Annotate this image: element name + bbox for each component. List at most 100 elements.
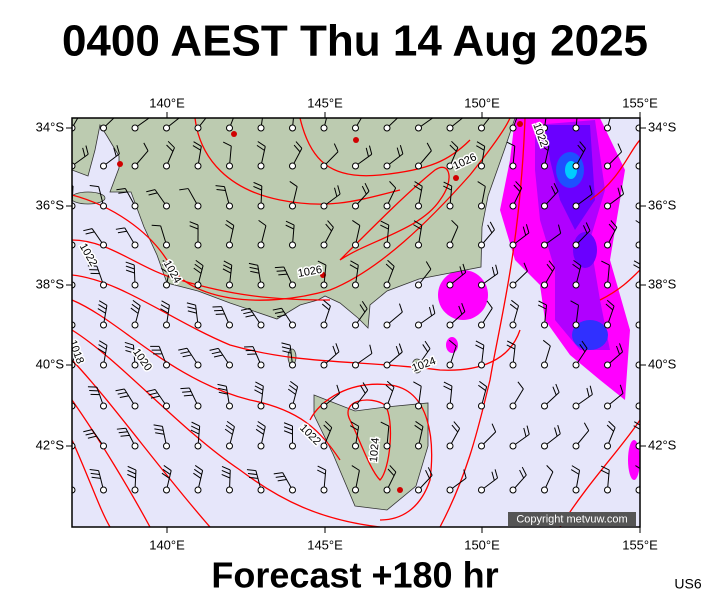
barb-feather xyxy=(224,428,233,435)
barb-station xyxy=(226,241,233,249)
barb-feather xyxy=(189,221,199,226)
barb-feather xyxy=(413,220,423,226)
barb-station xyxy=(289,281,296,289)
barb-station xyxy=(604,202,611,210)
barb-feather xyxy=(151,224,161,227)
barb-feather xyxy=(150,395,160,399)
barb-feather xyxy=(451,424,459,433)
barb-station xyxy=(226,202,233,210)
barb-feather xyxy=(635,465,640,470)
barb-feather xyxy=(489,221,495,231)
barb-feather xyxy=(277,314,287,318)
barb-station xyxy=(478,162,485,170)
barb-feather xyxy=(608,223,616,232)
barb-feather xyxy=(398,303,403,313)
barb-feather xyxy=(477,181,486,187)
barb-feather xyxy=(475,344,484,350)
barb-feather xyxy=(117,230,127,234)
lat-label-right: 34°S xyxy=(648,119,677,134)
barb-feather xyxy=(449,144,457,152)
barb-station xyxy=(289,321,296,329)
barb-station xyxy=(572,486,580,494)
barb-feather xyxy=(116,187,126,191)
barb-station xyxy=(320,241,328,249)
barb-feather xyxy=(289,384,297,391)
barb-feather xyxy=(608,420,616,428)
barb-feather xyxy=(256,424,265,431)
barb-feather xyxy=(426,142,432,151)
barb-station xyxy=(289,241,296,249)
barb-feather xyxy=(325,223,332,232)
barb-feather xyxy=(87,435,97,439)
barb-feather xyxy=(63,383,71,386)
barb-feather xyxy=(130,307,139,314)
barb-station xyxy=(572,124,580,132)
barb-feather xyxy=(217,383,227,387)
barb-feather xyxy=(511,299,519,307)
barb-feather xyxy=(427,467,433,476)
barb-feather xyxy=(432,304,436,314)
precipitation xyxy=(438,118,640,480)
barb-feather xyxy=(364,182,370,192)
barb-feather xyxy=(258,219,267,227)
barb-station xyxy=(352,162,359,170)
barb-station xyxy=(478,486,485,494)
barb-station xyxy=(446,402,454,410)
barb-station xyxy=(572,402,580,410)
barb-feather xyxy=(272,307,282,311)
barb-feather xyxy=(606,424,614,432)
barb-station xyxy=(446,162,454,170)
barb-feather xyxy=(359,304,366,313)
barb-station xyxy=(572,442,580,450)
barb-feather xyxy=(187,306,197,310)
barb-station xyxy=(100,162,107,170)
barb-station xyxy=(226,402,233,410)
barb-station xyxy=(163,241,170,249)
barb-station xyxy=(383,202,391,210)
barb-station xyxy=(446,202,454,210)
barb-station xyxy=(163,402,170,410)
barb-feather xyxy=(255,381,264,387)
barb-station xyxy=(415,402,422,410)
barb-feather xyxy=(600,469,610,475)
barb-feather xyxy=(148,192,158,196)
barb-station xyxy=(509,321,517,329)
barb-feather xyxy=(180,387,190,390)
barb-feather xyxy=(583,422,590,431)
barb-feather xyxy=(573,259,582,267)
barb-feather xyxy=(463,469,467,479)
barb-station xyxy=(541,361,548,369)
barb-feather xyxy=(396,147,401,157)
barb-station xyxy=(320,162,328,170)
barb-station xyxy=(257,361,265,369)
barb-feather xyxy=(148,392,158,396)
barb-station xyxy=(289,202,296,210)
barb-feather xyxy=(327,220,334,228)
barb-feather xyxy=(554,427,558,437)
barb-feather xyxy=(63,387,71,390)
lat-label-left: 38°S xyxy=(36,276,65,291)
barb-feather xyxy=(97,348,106,354)
barb-feather xyxy=(462,263,467,273)
barb-feather xyxy=(385,384,393,392)
barb-station xyxy=(194,321,202,329)
barb-feather xyxy=(283,430,293,435)
barb-feather xyxy=(585,222,591,231)
barb-station xyxy=(509,202,517,210)
barb-feather xyxy=(548,260,555,269)
lon-label-bottom: 150°E xyxy=(464,537,500,552)
barb-station xyxy=(131,202,139,210)
forecast-label: Forecast +180 hr xyxy=(211,555,498,596)
barb-feather xyxy=(256,144,265,151)
barb-feather xyxy=(646,301,651,309)
barb-feather xyxy=(577,144,584,153)
barb-station xyxy=(257,442,265,450)
barb-feather xyxy=(161,472,170,479)
barb-feather xyxy=(286,104,294,108)
barb-station xyxy=(352,486,359,494)
lon-label-top: 155°E xyxy=(622,95,658,110)
barb-feather xyxy=(389,465,397,473)
barb-feather xyxy=(278,273,288,276)
barb-station xyxy=(257,486,265,494)
